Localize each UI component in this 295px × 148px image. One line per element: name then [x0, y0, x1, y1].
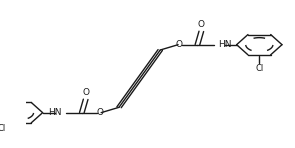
Text: HN: HN [218, 40, 232, 49]
Text: Cl: Cl [255, 64, 263, 73]
Text: O: O [82, 88, 89, 97]
Text: O: O [96, 108, 103, 117]
Text: Cl: Cl [0, 124, 5, 133]
Text: O: O [198, 20, 205, 29]
Text: O: O [176, 40, 183, 49]
Text: HN: HN [48, 108, 61, 117]
